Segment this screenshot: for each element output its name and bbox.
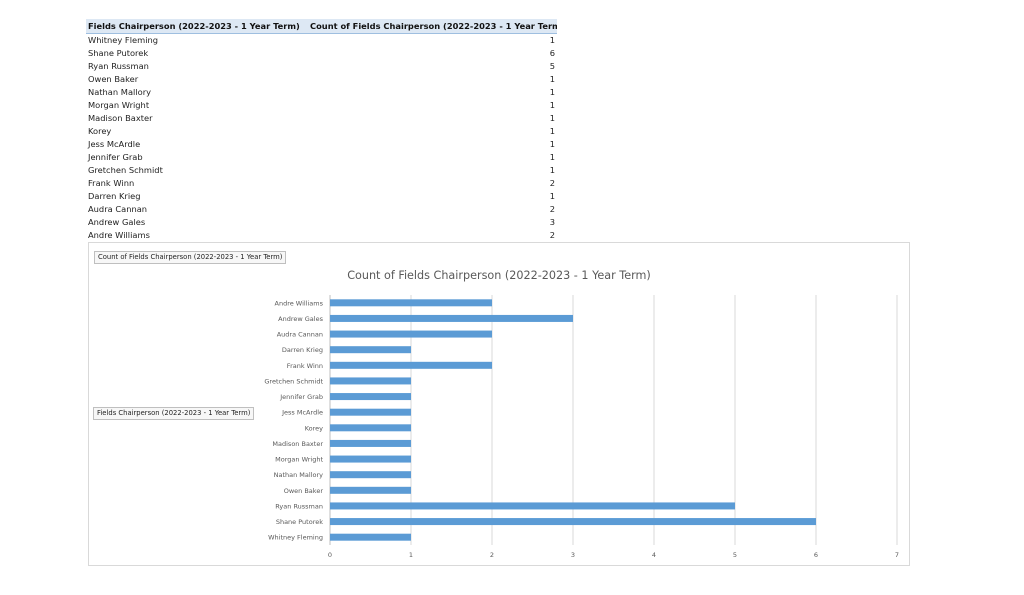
row-count: 1 <box>549 139 555 149</box>
y-category-label: Darren Krieg <box>282 346 323 354</box>
x-tick-label: 7 <box>895 551 899 559</box>
row-label: Owen Baker <box>88 74 139 84</box>
row-count: 2 <box>549 204 555 214</box>
pivot-body: Whitney Fleming 1 Shane Putorek 6 Ryan Russm… <box>86 34 557 242</box>
bar[interactable] <box>330 361 492 369</box>
bar[interactable] <box>330 471 411 479</box>
row-label: Jess McArdle <box>88 139 141 149</box>
table-row[interactable]: Jennifer Grab 1 <box>86 151 557 164</box>
bar[interactable] <box>330 533 411 541</box>
y-category-label: Korey <box>305 424 323 432</box>
y-category-label: Gretchen Schmidt <box>264 377 323 385</box>
bar[interactable] <box>330 314 573 322</box>
bar[interactable] <box>330 377 411 385</box>
row-label: Korey <box>88 126 112 136</box>
x-tick-label: 5 <box>733 551 737 559</box>
row-label: Morgan Wright <box>88 100 150 110</box>
y-category-label: Nathan Mallory <box>274 471 324 479</box>
x-tick-label: 4 <box>652 551 656 559</box>
x-tick-label: 0 <box>328 551 332 559</box>
value-field-button[interactable]: Count of Fields Chairperson (2022-2023 -… <box>94 251 287 264</box>
y-category-label: Andrew Gales <box>278 315 323 323</box>
y-category-label: Madison Baxter <box>272 440 323 448</box>
table-row[interactable]: Ryan Russman 5 <box>86 60 557 73</box>
row-label: Andre Williams <box>88 230 150 240</box>
row-count: 1 <box>549 74 555 84</box>
y-category-label: Ryan Russman <box>275 502 323 510</box>
pivot-row-label-header[interactable]: Fields Chairperson (2022-2023 - 1 Year T… <box>88 20 300 31</box>
row-count: 3 <box>549 217 555 227</box>
row-count: 1 <box>549 113 555 123</box>
pivot-chart[interactable]: Count of Fields Chairperson (2022-2023 -… <box>88 242 910 566</box>
bar[interactable] <box>330 424 411 432</box>
x-tick-label: 1 <box>409 551 413 559</box>
x-tick-label: 3 <box>571 551 575 559</box>
y-category-label: Jess McArdle <box>281 409 323 417</box>
row-label: Andrew Gales <box>88 217 146 227</box>
y-category-label: Jennifer Grab <box>279 393 323 401</box>
bar[interactable] <box>330 439 411 447</box>
y-category-label: Frank Winn <box>287 362 323 370</box>
row-count: 5 <box>549 61 555 71</box>
pivot-value-header[interactable]: Count of Fields Chairperson (2022-2023 -… <box>310 20 557 31</box>
table-row[interactable]: Whitney Fleming 1 <box>86 34 557 47</box>
row-count: 1 <box>549 100 555 110</box>
row-label: Madison Baxter <box>88 113 153 123</box>
table-row[interactable]: Madison Baxter 1 <box>86 112 557 125</box>
y-category-label: Owen Baker <box>284 487 324 495</box>
row-label: Ryan Russman <box>88 61 149 71</box>
bar[interactable] <box>330 299 492 307</box>
row-count: 1 <box>549 35 555 45</box>
bar[interactable] <box>330 455 411 463</box>
row-count: 1 <box>549 87 555 97</box>
y-category-label: Audra Cannan <box>277 331 323 339</box>
row-label: Frank Winn <box>88 178 135 188</box>
bar[interactable] <box>330 518 816 526</box>
y-category-label: Morgan Wright <box>275 456 323 464</box>
table-row[interactable]: Jess McArdle 1 <box>86 138 557 151</box>
table-row[interactable]: Frank Winn 2 <box>86 177 557 190</box>
bar[interactable] <box>330 393 411 401</box>
pivot-table: Fields Chairperson (2022-2023 - 1 Year T… <box>86 19 557 242</box>
x-tick-label: 6 <box>814 551 818 559</box>
pivot-header-row: Fields Chairperson (2022-2023 - 1 Year T… <box>86 19 557 34</box>
row-label: Gretchen Schmidt <box>88 165 163 175</box>
axis-field-button[interactable]: Fields Chairperson (2022-2023 - 1 Year T… <box>93 407 255 420</box>
table-row[interactable]: Korey 1 <box>86 125 557 138</box>
row-label: Shane Putorek <box>88 48 149 58</box>
x-tick-label: 2 <box>490 551 494 559</box>
bar[interactable] <box>330 502 735 510</box>
row-label: Jennifer Grab <box>88 152 143 162</box>
bar[interactable] <box>330 346 411 354</box>
table-row[interactable]: Andrew Gales 3 <box>86 216 557 229</box>
chart-plot: 0 1 2 3 4 5 6 7 Andre Williams Andrew Gales Audra … <box>264 295 899 559</box>
bar[interactable] <box>330 486 411 494</box>
row-count: 2 <box>549 230 555 240</box>
bar[interactable] <box>330 408 411 416</box>
row-count: 1 <box>549 126 555 136</box>
table-row[interactable]: Darren Krieg 1 <box>86 190 557 203</box>
table-row[interactable]: Nathan Mallory 1 <box>86 86 557 99</box>
y-category-label: Whitney Fleming <box>268 534 323 542</box>
table-row[interactable]: Shane Putorek 6 <box>86 47 557 60</box>
row-count: 2 <box>549 178 555 188</box>
y-category-label: Andre Williams <box>275 299 324 307</box>
table-row[interactable]: Audra Cannan 2 <box>86 203 557 216</box>
table-row[interactable]: Gretchen Schmidt 1 <box>86 164 557 177</box>
chart-title: Count of Fields Chairperson (2022-2023 -… <box>347 269 651 282</box>
row-count: 1 <box>549 165 555 175</box>
row-label: Audra Cannan <box>88 204 148 214</box>
row-label: Darren Krieg <box>88 191 141 201</box>
row-count: 6 <box>549 48 555 58</box>
row-label: Nathan Mallory <box>88 87 152 97</box>
y-category-label: Shane Putorek <box>276 518 323 526</box>
table-row[interactable]: Owen Baker 1 <box>86 73 557 86</box>
row-count: 1 <box>549 191 555 201</box>
bar[interactable] <box>330 330 492 338</box>
row-count: 1 <box>549 152 555 162</box>
table-row[interactable]: Andre Williams 2 <box>86 229 557 242</box>
table-row[interactable]: Morgan Wright 1 <box>86 99 557 112</box>
row-label: Whitney Fleming <box>88 35 159 45</box>
